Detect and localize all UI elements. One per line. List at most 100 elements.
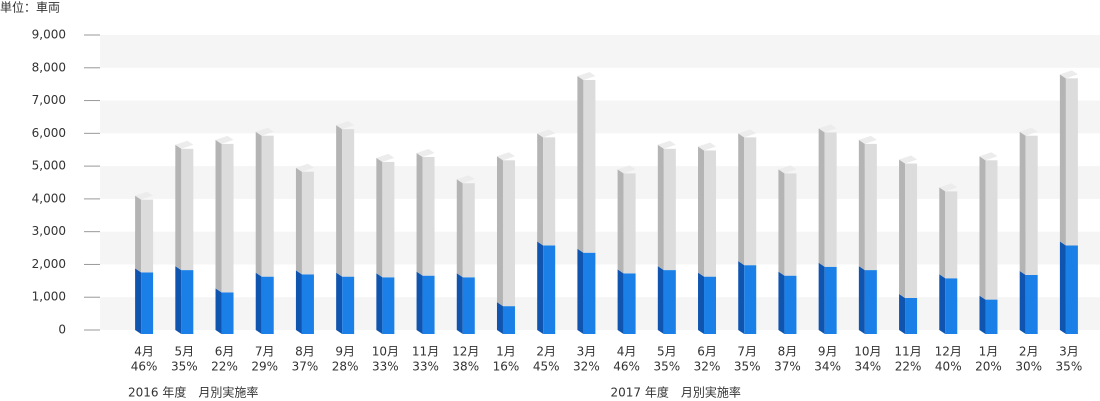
rate-label: 32% (694, 360, 721, 374)
bar-segment (623, 173, 636, 274)
bar-segment (824, 132, 837, 267)
bar-top (1059, 70, 1078, 79)
bar-side (215, 139, 222, 293)
unit-label: 単位：車両 (0, 0, 60, 15)
bar-segment (502, 306, 515, 334)
bar-segment (181, 270, 194, 334)
y-tick-label: 9,000 (32, 28, 66, 42)
bar-side (979, 295, 986, 334)
bar-top (617, 165, 636, 174)
bar-side (336, 272, 343, 334)
x-tick-label: 11月 (412, 345, 439, 359)
bar-segment (181, 148, 194, 271)
bar-segment (141, 272, 154, 334)
bar-segment (583, 79, 596, 253)
x-tick-label: 1月 (496, 345, 516, 359)
bar-side (135, 268, 142, 334)
bar-segment (945, 278, 958, 334)
bar-side (577, 75, 584, 253)
bar-segment (945, 191, 958, 279)
x-tick-label: 2月 (536, 345, 556, 359)
x-tick-label: 11月 (894, 345, 921, 359)
bar-segment (905, 163, 918, 298)
rate-label: 29% (251, 360, 278, 374)
bar-segment (744, 265, 757, 334)
bar-segment (583, 252, 596, 334)
bar-top (899, 155, 918, 164)
bar-top (1019, 127, 1038, 136)
bar-segment (704, 150, 717, 277)
rate-label: 16% (493, 360, 520, 374)
bar-side (456, 179, 463, 278)
x-tick-label: 8月 (778, 345, 798, 359)
bar-side (416, 153, 423, 276)
rate-label: 40% (935, 360, 962, 374)
bar-side (617, 169, 624, 274)
x-tick-label: 3月 (1059, 345, 1079, 359)
bar-segment (301, 171, 314, 275)
bar-top (939, 183, 958, 192)
bar-side (456, 273, 463, 334)
x-tick-label: 2月 (1019, 345, 1039, 359)
rate-label: 35% (171, 360, 198, 374)
rate-label: 35% (653, 360, 680, 374)
x-tick-label: 3月 (577, 345, 597, 359)
bar-segment (462, 277, 475, 334)
y-tick-label: 2,000 (32, 257, 66, 271)
bar-segment (1025, 275, 1038, 334)
y-tick-label: 7,000 (32, 93, 66, 107)
bar-top (657, 140, 676, 149)
rate-label: 46% (613, 360, 640, 374)
bar-side (858, 266, 865, 334)
rate-label: 38% (452, 360, 479, 374)
bar-segment (422, 157, 435, 276)
bar-segment (1065, 245, 1078, 334)
bar-segment (985, 160, 998, 300)
y-tick-label: 4,000 (32, 191, 66, 205)
bar-side (255, 272, 262, 334)
bar-segment (382, 277, 395, 334)
bar-side (1019, 271, 1026, 334)
bar-top (858, 135, 877, 144)
bar-side (215, 288, 222, 334)
bar-segment (502, 160, 515, 307)
rate-label: 37% (774, 360, 801, 374)
bar-segment (1025, 135, 1038, 275)
bar-top (698, 142, 717, 151)
bar-segment (864, 143, 877, 271)
x-tick-label: 10月 (854, 345, 881, 359)
y-tick-label: 5,000 (32, 159, 66, 173)
bar-side (939, 274, 946, 334)
bar-side (1019, 131, 1026, 275)
bar-side (376, 157, 383, 278)
bar-side (657, 144, 664, 271)
bar-side (255, 131, 262, 277)
bar-side (778, 169, 785, 276)
bar-side (818, 128, 825, 267)
bar-side (416, 271, 423, 334)
rate-label: 35% (734, 360, 761, 374)
bar-segment (261, 276, 274, 334)
bar-top (135, 191, 154, 200)
x-tick-label: 12月 (935, 345, 962, 359)
y-tick-label: 6,000 (32, 126, 66, 140)
x-tick-label: 6月 (215, 345, 235, 359)
x-tick-label: 4月 (617, 345, 637, 359)
grid-band (100, 100, 1100, 134)
x-tick-label: 7月 (737, 345, 757, 359)
bar-segment (663, 148, 676, 271)
bar-segment (261, 135, 274, 277)
bar-side (778, 271, 785, 334)
x-tick-label: 9月 (818, 345, 838, 359)
bar-side (175, 144, 182, 271)
rate-label: 30% (1015, 360, 1042, 374)
bar-segment (543, 245, 556, 334)
x-tick-label: 5月 (174, 345, 194, 359)
x-tick-label: 9月 (335, 345, 355, 359)
bar-side (939, 187, 946, 279)
bar-top (577, 71, 596, 80)
bar-side (496, 156, 503, 307)
bar-segment (301, 274, 314, 334)
x-tick-label: 4月 (134, 345, 154, 359)
